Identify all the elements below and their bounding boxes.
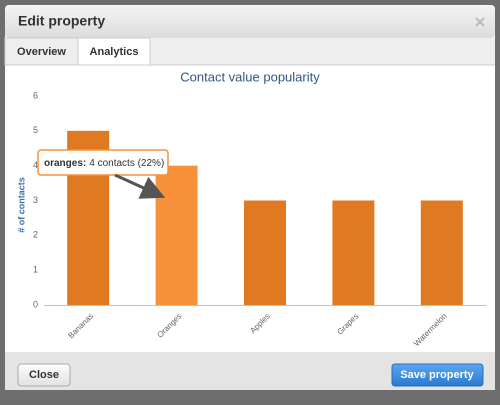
y-tick-label: 3	[33, 195, 38, 205]
close-button[interactable]	[17, 363, 71, 387]
y-tick-label: 2	[33, 230, 38, 240]
close-icon[interactable]	[475, 17, 485, 27]
bar	[420, 200, 463, 305]
dialog-title: Edit property	[18, 13, 105, 29]
tooltip-label: oranges:	[44, 158, 86, 169]
save-button-label[interactable]: Save property	[400, 369, 474, 381]
tooltip-text: oranges: 4 contacts (22%)	[44, 158, 164, 169]
y-axis-label: # of contacts	[16, 177, 26, 233]
save-button[interactable]	[391, 363, 484, 387]
dialog-header	[5, 5, 495, 38]
tooltip-value: 4 contacts (22%)	[89, 158, 164, 169]
y-tick-label: 5	[33, 125, 38, 135]
y-tick-label: 6	[33, 90, 38, 100]
tooltip-box	[37, 149, 169, 176]
close-button-label[interactable]: Close	[29, 369, 59, 381]
tooltip-arrow	[114, 173, 166, 199]
y-tick-label: 4	[33, 160, 38, 170]
tooltip: oranges: 4 contacts (22%)	[37, 149, 169, 176]
y-tick-label: 0	[33, 299, 38, 309]
bar	[332, 200, 375, 305]
chart-title: Contact value popularity	[180, 69, 320, 84]
bar	[155, 165, 198, 305]
tab-label[interactable]: Overview	[17, 46, 66, 58]
y-tick-label: 1	[33, 265, 38, 275]
bar	[244, 200, 286, 305]
tab[interactable]	[4, 37, 79, 66]
tab-label[interactable]: Analytics	[90, 46, 139, 58]
tab[interactable]	[77, 37, 151, 66]
